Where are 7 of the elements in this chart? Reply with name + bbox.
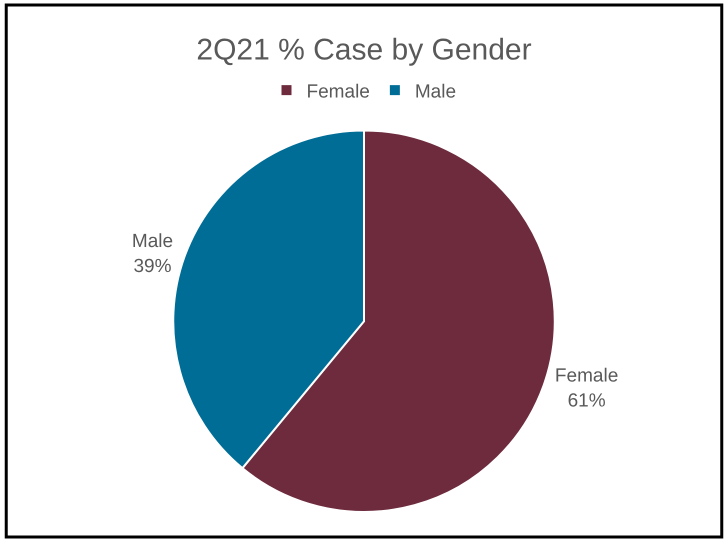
slice-label: Male <box>132 231 174 252</box>
legend-label: Female <box>306 82 370 103</box>
slice-label: Female <box>554 366 618 387</box>
chart-title: 2Q21 % Case by Gender <box>196 33 532 66</box>
data-label: 61% <box>568 390 606 412</box>
legend-label: Male <box>414 82 456 103</box>
data-label: 39% <box>133 256 172 277</box>
